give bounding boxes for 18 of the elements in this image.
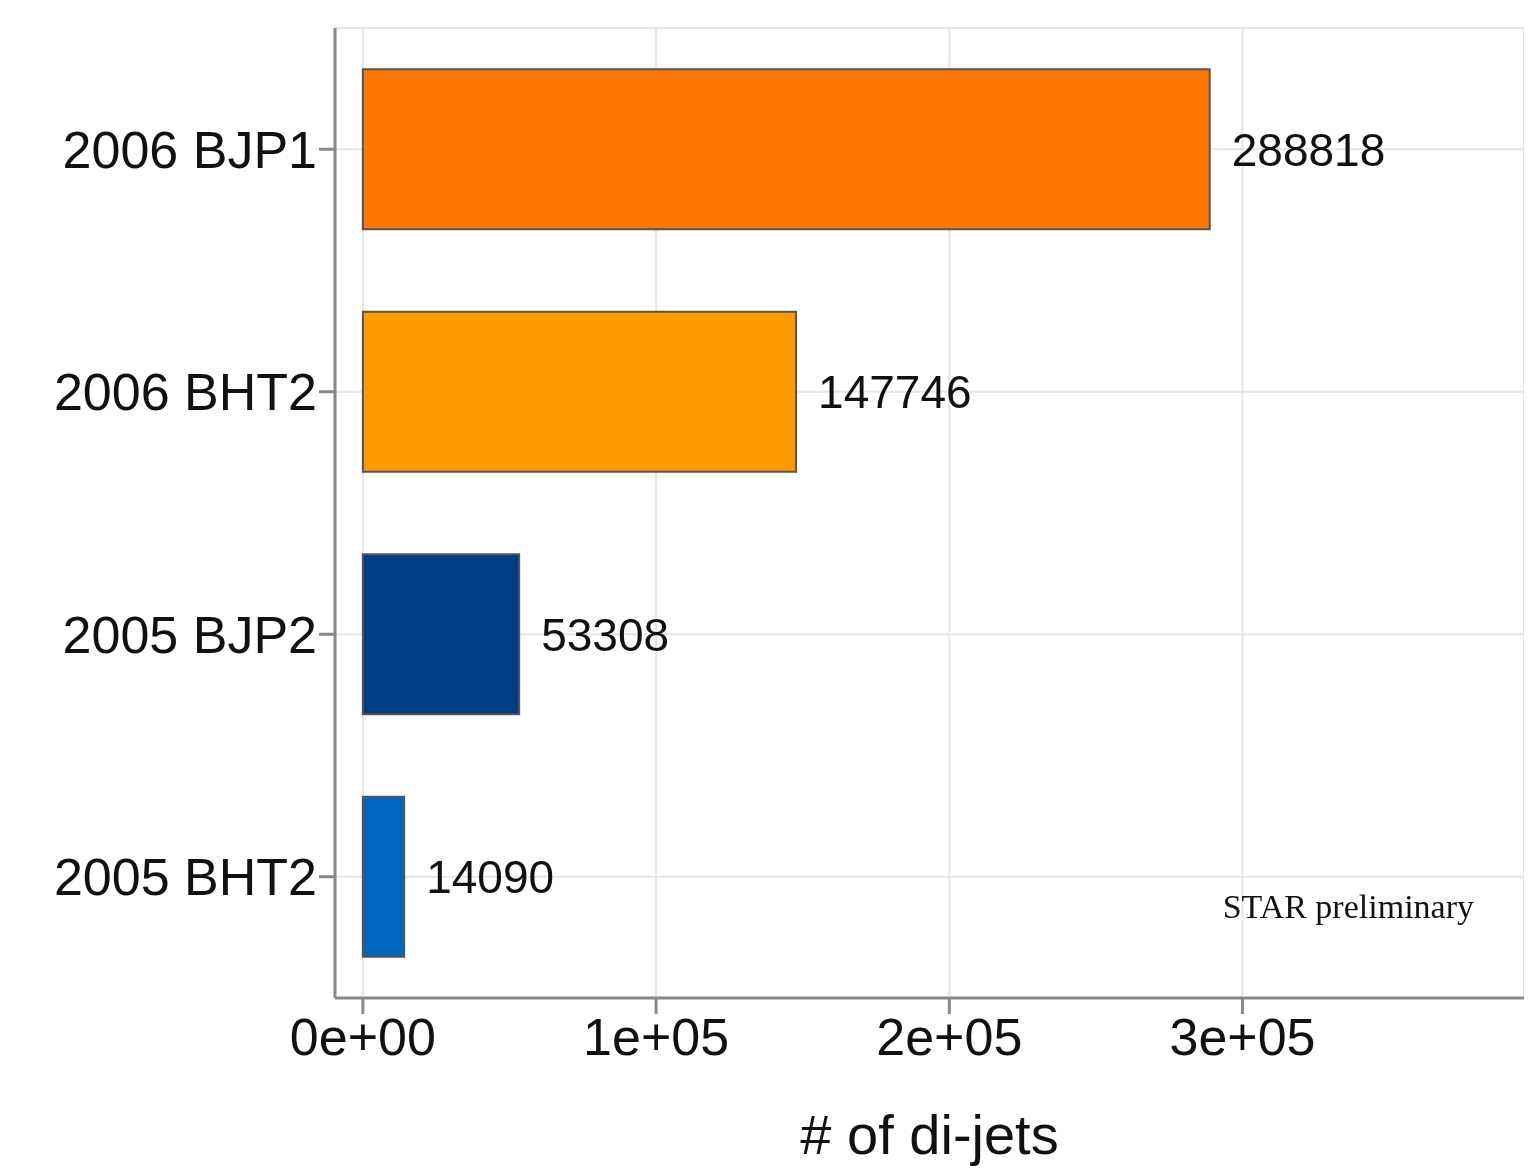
bar xyxy=(361,795,406,958)
x-axis-title: # of di-jets xyxy=(800,1103,1059,1166)
data-label: 147746 xyxy=(818,366,972,419)
y-tick-label: 2006 BJP1 xyxy=(62,120,317,179)
data-label: 53308 xyxy=(541,608,670,661)
x-tick-label: 2e+05 xyxy=(876,1007,1023,1066)
y-tick-label: 2005 BHT2 xyxy=(53,848,317,907)
bar xyxy=(361,553,521,716)
x-tick-label: 0e+00 xyxy=(289,1007,436,1066)
y-tick-label: 2006 BHT2 xyxy=(53,363,317,422)
data-label: 14090 xyxy=(426,851,555,904)
y-tick-label: 2005 BJP2 xyxy=(62,605,317,664)
x-tick-label: 1e+05 xyxy=(583,1007,730,1066)
bar xyxy=(361,68,1211,231)
data-label: 288818 xyxy=(1231,123,1386,176)
annotation: STAR preliminary xyxy=(1222,888,1474,926)
bar xyxy=(361,310,798,473)
x-tick-label: 3e+05 xyxy=(1169,1007,1316,1066)
